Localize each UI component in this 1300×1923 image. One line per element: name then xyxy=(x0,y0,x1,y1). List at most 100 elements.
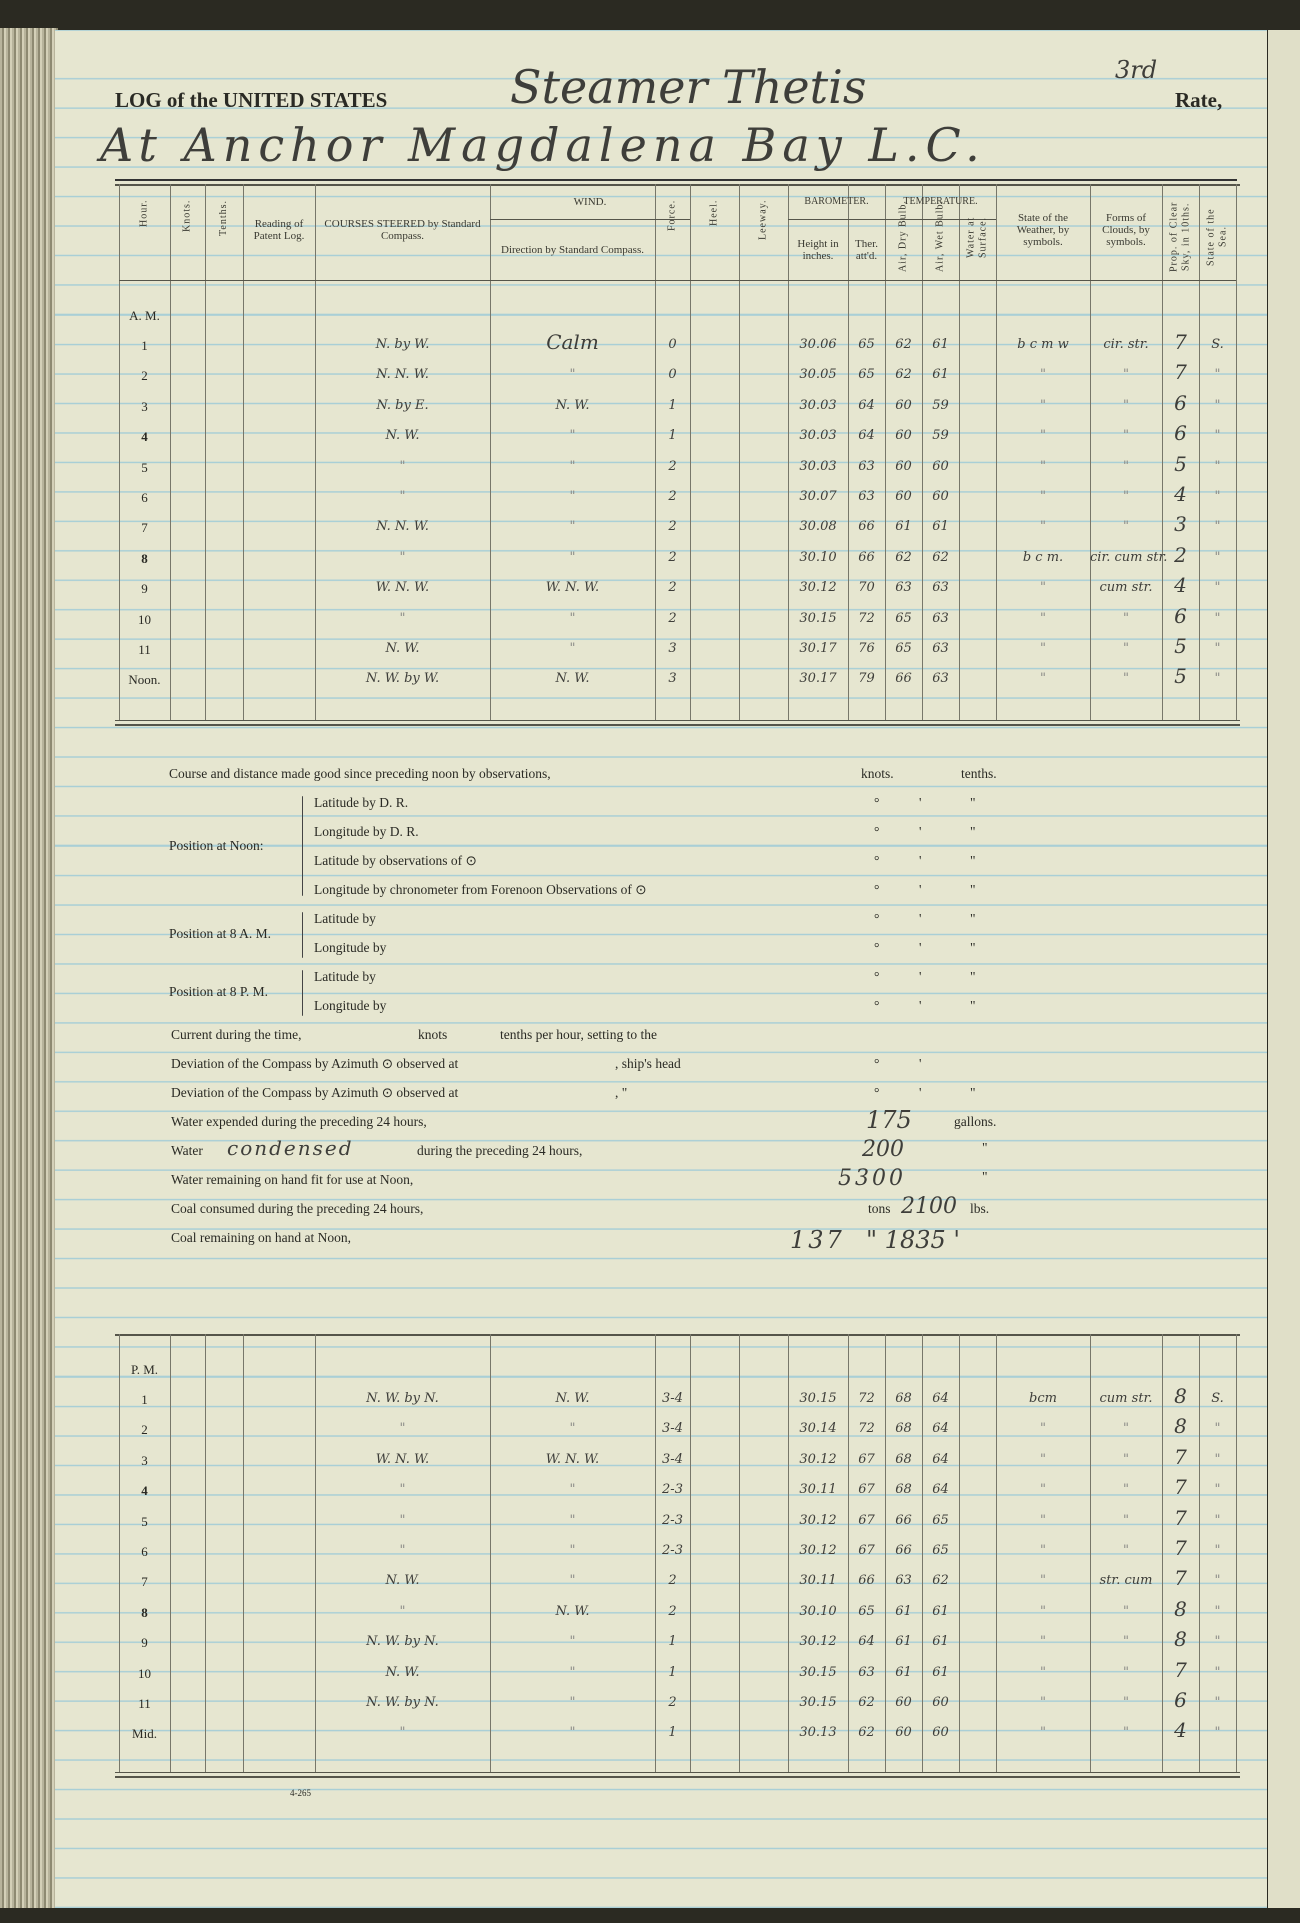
second-mark: " xyxy=(970,969,976,984)
row-hour: 2 xyxy=(141,1422,148,1438)
row-hour: 4 xyxy=(141,1483,148,1499)
row-cell: N. by E. xyxy=(376,397,429,413)
row-cell: 64 xyxy=(932,1391,949,1406)
row-cell: " xyxy=(1040,489,1046,504)
header-wet-bulb: Air, Wet Bulb. xyxy=(934,200,946,273)
row-cell: " xyxy=(1040,1482,1046,1498)
row-cell: 66 xyxy=(895,1512,912,1528)
water-expended-value: 175 xyxy=(866,1106,912,1134)
row-cell: 2 xyxy=(668,1603,677,1619)
row-cell: 61 xyxy=(895,1664,912,1680)
row-cell: 30.12 xyxy=(799,580,837,596)
row-cell: 64 xyxy=(932,1451,949,1467)
row-cell: N. W. xyxy=(555,1603,590,1619)
degree-mark: ° xyxy=(874,940,880,955)
row-cell: 60 xyxy=(932,458,949,474)
row-cell: N. W. by N. xyxy=(366,1391,439,1406)
row-cell: " xyxy=(1123,1512,1129,1528)
minute-mark: ' xyxy=(919,882,922,897)
column-rule xyxy=(739,1334,740,1772)
row-cell: bcm xyxy=(1029,1391,1057,1406)
row-cell: " xyxy=(569,1512,576,1528)
minute-mark: ' xyxy=(919,853,922,868)
column-rule xyxy=(996,184,997,720)
row-cell: 66 xyxy=(895,1543,912,1558)
degree-mark: ° xyxy=(874,998,880,1013)
row-cell: 65 xyxy=(858,1603,875,1619)
row-cell: Calm xyxy=(546,330,599,354)
column-rule xyxy=(315,184,316,720)
row-cell: 30.03 xyxy=(799,428,837,444)
row-cell: 72 xyxy=(858,1421,875,1437)
column-rule xyxy=(490,1334,491,1772)
table-top-rule xyxy=(115,184,1240,186)
row-hour: 7 xyxy=(141,520,148,536)
row-cell: 60 xyxy=(895,1695,912,1710)
row-cell: " xyxy=(569,428,576,444)
row-cell: " xyxy=(1040,641,1046,656)
row-cell: 62 xyxy=(858,1725,875,1741)
row-cell: 30.15 xyxy=(799,1695,837,1710)
row-cell: 8 xyxy=(1174,1596,1187,1621)
column-rule xyxy=(119,1334,120,1772)
row-cell: 1 xyxy=(668,428,677,444)
row-cell: 30.15 xyxy=(799,610,837,626)
row-cell: 61 xyxy=(932,367,949,383)
row-cell: " xyxy=(1214,1664,1221,1680)
minute-mark: ' xyxy=(919,911,922,926)
column-rule xyxy=(959,184,960,720)
row-cell: " xyxy=(569,519,576,535)
minute-mark: ' xyxy=(919,1056,922,1071)
period-label: A. M. xyxy=(129,308,160,323)
position-8pm-label: Position at 8 P. M. xyxy=(169,984,269,999)
row-cell: 60 xyxy=(895,489,912,504)
header-clear-sky: Prop. of Clear Sky, in 10ths. xyxy=(1168,201,1192,273)
row-cell: " xyxy=(1040,397,1046,413)
row-cell: " xyxy=(1123,1482,1129,1498)
row-cell: " xyxy=(1040,1664,1046,1680)
row-hour: Mid. xyxy=(132,1726,157,1742)
row-cell: " xyxy=(1214,641,1221,656)
row-cell: 30.05 xyxy=(799,367,837,383)
deviation-1: Deviation of the Compass by Azimuth ⊙ ob… xyxy=(171,1056,459,1071)
column-rule xyxy=(1090,184,1091,720)
header-rule xyxy=(119,280,1236,281)
row-hour: 10 xyxy=(138,1665,151,1681)
row-cell: N. N. W. xyxy=(376,519,429,535)
water-word: Water xyxy=(171,1143,203,1158)
row-cell: 1 xyxy=(668,1634,677,1650)
row-cell: 3-4 xyxy=(662,1451,683,1467)
row-cell: " xyxy=(1123,1634,1129,1650)
row-cell: " xyxy=(1040,1725,1046,1741)
row-cell: 0 xyxy=(668,367,677,383)
row-cell: 64 xyxy=(858,428,875,444)
header-clouds: Forms of Clouds, by symbols. xyxy=(1102,212,1150,248)
row-cell: " xyxy=(1214,549,1221,565)
row-cell: 61 xyxy=(932,519,949,535)
column-rule xyxy=(690,1334,691,1772)
row-cell: " xyxy=(399,1543,406,1558)
row-cell: 30.12 xyxy=(799,1543,837,1558)
row-cell: " xyxy=(569,1543,576,1558)
row-cell: " xyxy=(399,458,406,474)
column-rule xyxy=(885,184,886,720)
minute-mark: ' xyxy=(919,824,922,839)
row-cell: 3-4 xyxy=(662,1391,683,1406)
row-cell: 30.07 xyxy=(799,489,837,504)
row-cell: 60 xyxy=(895,1725,912,1741)
location: At Anchor Magdalena Bay L.C. xyxy=(100,118,986,172)
header-water-surface: Water at Surface. xyxy=(965,216,989,258)
row-cell: 60 xyxy=(895,397,912,413)
row-cell: " xyxy=(399,1421,406,1437)
column-rule xyxy=(959,1334,960,1772)
row-cell: " xyxy=(1123,1664,1129,1680)
lon-chron: Longitude by chronometer from Forenoon O… xyxy=(314,882,647,897)
row-cell: " xyxy=(1123,610,1129,626)
lon-dr: Longitude by D. R. xyxy=(314,824,419,839)
row-hour: 8 xyxy=(141,550,148,566)
row-cell: " xyxy=(1214,1695,1221,1710)
column-rule xyxy=(885,1334,886,1772)
row-cell: 2 xyxy=(668,549,677,565)
tenths-label: tenths. xyxy=(961,766,997,781)
row-cell: 2 xyxy=(668,519,677,535)
